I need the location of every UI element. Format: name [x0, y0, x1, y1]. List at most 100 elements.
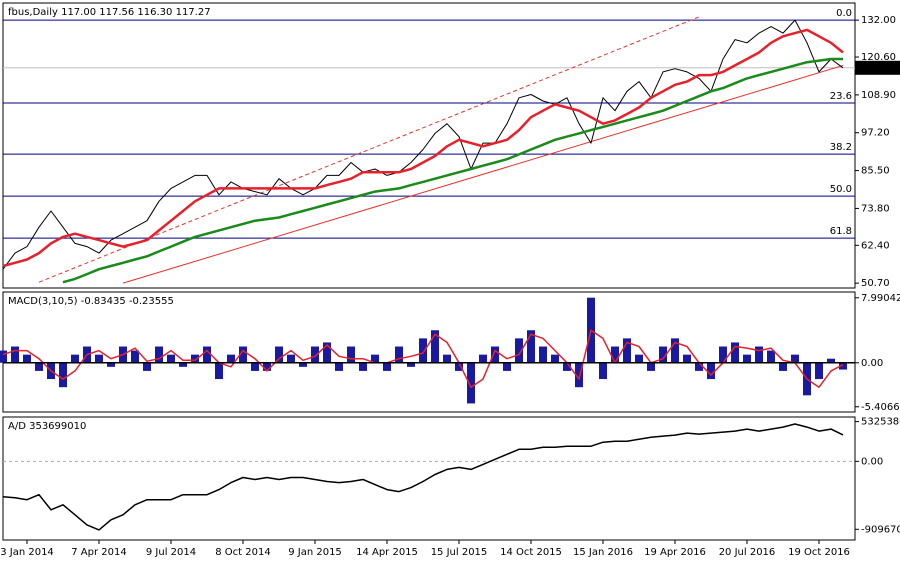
histogram-bar	[827, 358, 835, 363]
y-tick-label: -5.40669	[861, 402, 900, 413]
series-line	[2, 329, 844, 388]
y-tick-label: 0.00	[861, 456, 883, 467]
x-tick-label: 15 Jul 2015	[431, 547, 488, 558]
histogram-bar	[299, 362, 307, 367]
histogram-bar	[623, 338, 631, 363]
histogram-bar	[95, 354, 103, 363]
histogram-bar	[23, 354, 31, 363]
histogram-bar	[791, 354, 799, 363]
histogram-bar	[731, 342, 739, 363]
histogram-bar	[191, 354, 199, 363]
histogram-bar	[155, 346, 163, 363]
histogram-bar	[839, 362, 847, 370]
last-price-box	[855, 60, 900, 75]
histogram-bar	[707, 362, 715, 380]
level-label: 23.6	[830, 91, 852, 102]
histogram-bar	[275, 346, 283, 363]
x-tick-label: 7 Apr 2014	[71, 547, 126, 558]
histogram-bar	[215, 362, 223, 380]
histogram-bar	[695, 362, 703, 371]
histogram-bar	[719, 346, 727, 363]
y-tick-label: 0.00	[861, 358, 883, 369]
histogram-bar	[515, 338, 523, 363]
x-tick-label: 19 Oct 2016	[788, 547, 850, 558]
histogram-bar	[383, 362, 391, 371]
histogram-bar	[251, 362, 259, 371]
histogram-bar	[755, 346, 763, 363]
histogram-bar	[203, 346, 211, 363]
histogram-bar	[743, 354, 751, 363]
x-tick-label: 20 Jul 2016	[719, 547, 776, 558]
histogram-bar	[311, 346, 319, 363]
y-tick-label: -909670	[861, 524, 900, 535]
level-label: 61.8	[830, 226, 852, 237]
series-line	[2, 28, 844, 268]
x-tick-label: 14 Apr 2015	[356, 547, 418, 558]
histogram-bar	[683, 354, 691, 363]
last-price-label: 117.27	[859, 63, 894, 74]
histogram-bar	[503, 362, 511, 371]
histogram-bar	[59, 362, 67, 388]
histogram-bar	[419, 338, 427, 363]
histogram-bar	[779, 362, 787, 371]
histogram-bar	[647, 362, 655, 371]
histogram-bar	[395, 346, 403, 363]
x-tick-label: 3 Jan 2014	[0, 547, 54, 558]
histogram-bar	[635, 354, 643, 363]
level-label: 50.0	[830, 184, 852, 195]
histogram-bar	[131, 350, 139, 363]
panel-title: fbus,Daily 117.00 117.56 116.30 117.27	[8, 7, 211, 18]
histogram-bar	[599, 362, 607, 380]
histogram-bar	[467, 362, 475, 404]
histogram-bar	[11, 346, 19, 363]
histogram-bar	[551, 354, 559, 363]
histogram-bar	[431, 330, 439, 363]
histogram-bar	[239, 346, 247, 363]
y-tick-label: 108.90	[861, 90, 896, 101]
x-tick-label: 9 Jul 2014	[146, 547, 196, 558]
histogram-bar	[71, 354, 79, 363]
histogram-bar	[263, 362, 271, 371]
histogram-bar	[575, 362, 583, 388]
histogram-bar	[659, 346, 667, 363]
y-tick-label: 50.70	[861, 278, 890, 289]
trendline	[122, 64, 844, 284]
series-line	[2, 19, 844, 270]
series-line	[2, 423, 844, 531]
histogram-bar	[287, 354, 295, 363]
histogram-bar	[167, 354, 175, 363]
histogram-bar	[563, 362, 571, 371]
histogram-bar	[539, 346, 547, 363]
panel-frame	[2, 416, 856, 541]
histogram-bar	[479, 354, 487, 363]
panel-title: A/D 353699010	[8, 421, 86, 432]
histogram-bar	[407, 362, 415, 367]
y-tick-label: 97.20	[861, 128, 890, 139]
panel-title: MACD(3,10,5) -0.83435 -0.23555	[8, 296, 174, 307]
y-tick-label: 132.00	[861, 15, 896, 26]
y-tick-label: 85.50	[861, 166, 890, 177]
histogram-bar	[491, 346, 499, 363]
series-line	[62, 57, 843, 284]
histogram-bar	[815, 362, 823, 380]
y-tick-label: 62.40	[861, 240, 890, 251]
histogram-bar	[359, 362, 367, 371]
x-tick-label: 14 Oct 2015	[500, 547, 562, 558]
x-tick-label: 8 Oct 2014	[215, 547, 270, 558]
histogram-bar	[143, 362, 151, 371]
y-tick-label: 120.60	[861, 52, 896, 63]
histogram-bar	[335, 362, 343, 371]
histogram-bar	[107, 362, 115, 367]
histogram-bar	[35, 362, 43, 371]
x-tick-label: 9 Jan 2015	[288, 547, 342, 558]
histogram-bar	[671, 338, 679, 363]
panel-frame	[2, 2, 856, 289]
histogram-bar	[611, 346, 619, 363]
x-tick-label: 15 Jan 2016	[573, 547, 633, 558]
level-label: 38.2	[830, 142, 852, 153]
y-tick-label: 7.99042	[861, 293, 900, 304]
x-tick-label: 19 Apr 2016	[644, 547, 706, 558]
